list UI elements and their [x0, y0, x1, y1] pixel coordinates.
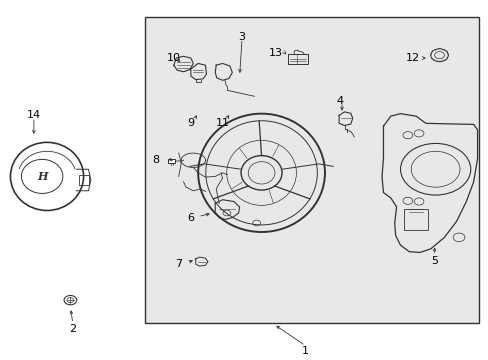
Bar — [404, 210, 427, 230]
Text: 4: 4 — [335, 96, 343, 106]
Text: 3: 3 — [238, 32, 245, 41]
Text: 1: 1 — [301, 346, 308, 356]
Text: 2: 2 — [69, 324, 76, 334]
Text: 12: 12 — [405, 53, 419, 63]
Text: 10: 10 — [166, 53, 181, 63]
Text: 13: 13 — [269, 48, 283, 58]
Text: 9: 9 — [187, 118, 194, 128]
Bar — [288, 54, 307, 64]
Bar — [144, 17, 478, 323]
Text: 11: 11 — [215, 118, 229, 128]
Text: 5: 5 — [430, 256, 437, 266]
Bar — [167, 159, 174, 163]
Text: H: H — [37, 171, 47, 182]
Bar — [144, 17, 478, 323]
Text: 14: 14 — [27, 111, 41, 121]
Text: 6: 6 — [187, 213, 194, 222]
Text: 7: 7 — [175, 259, 182, 269]
Bar — [79, 175, 89, 185]
Text: 8: 8 — [152, 155, 159, 165]
